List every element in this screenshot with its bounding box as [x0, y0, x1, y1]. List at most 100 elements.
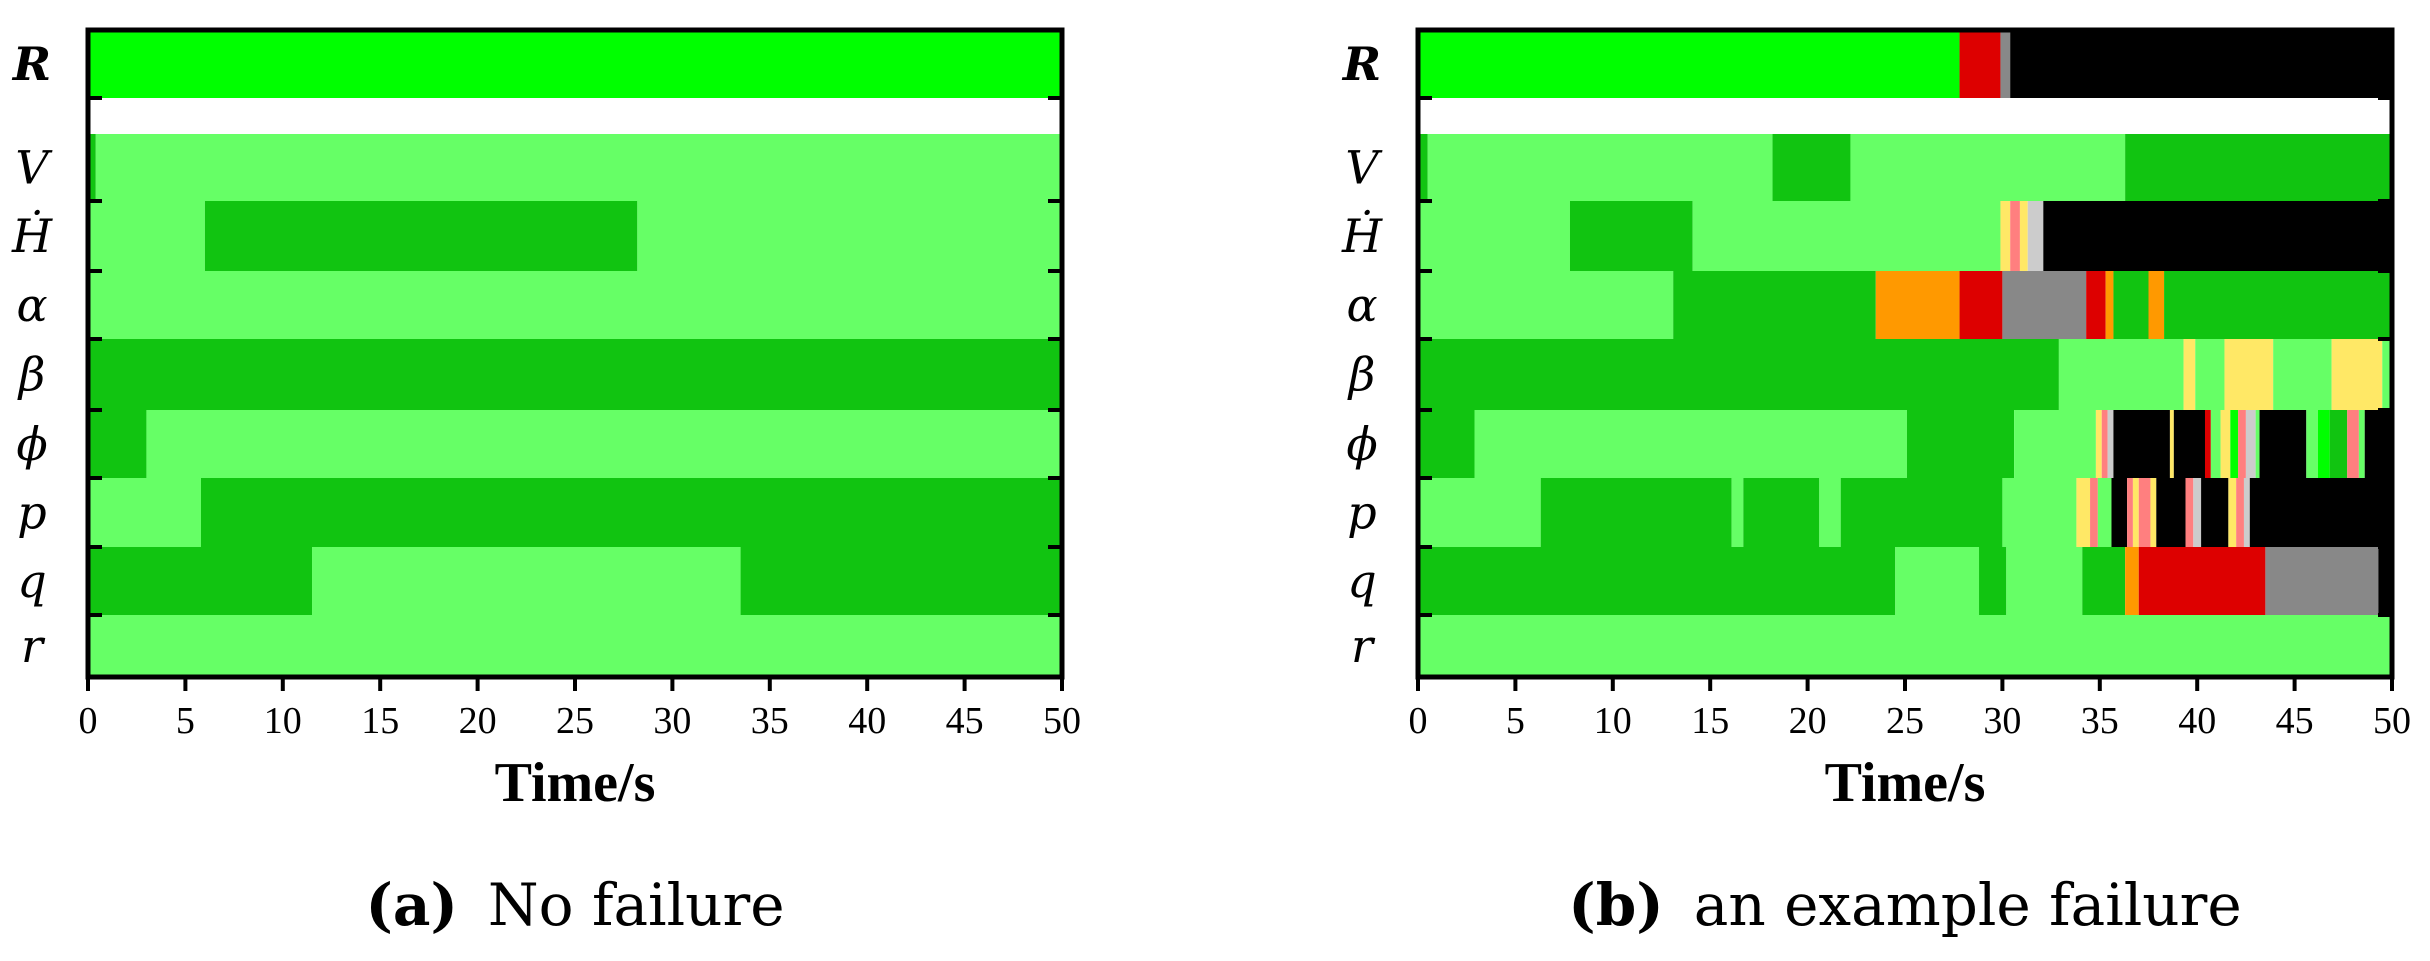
cell-0-7-1	[200, 478, 1062, 547]
cell-1-1-0	[1418, 98, 2392, 134]
cell-1-5-3	[2195, 339, 2225, 410]
x-tick-label: 50	[1043, 700, 1081, 742]
cell-1-5-7	[2382, 339, 2392, 410]
cell-0-7-0	[88, 478, 201, 547]
x-tick-label: 5	[176, 700, 195, 742]
x-tick-label: 10	[1594, 700, 1632, 742]
cell-1-8-4	[2082, 547, 2126, 615]
caption-text: No failure	[488, 871, 785, 939]
cell-1-2-0	[1418, 134, 1428, 201]
y-label: Ḣ	[1341, 208, 1383, 263]
cell-1-5-5	[2273, 339, 2332, 410]
cell-1-8-0	[1418, 547, 1896, 615]
x-tick-label: 25	[556, 700, 594, 742]
cell-1-3-7	[2043, 201, 2392, 271]
cell-1-7-22	[2249, 478, 2392, 547]
caption: (b) an example failure	[1568, 871, 2241, 939]
cell-1-6-9	[2173, 410, 2205, 478]
cell-0-1-0	[88, 98, 1062, 134]
caption: (a) No failure	[365, 871, 784, 939]
x-tick-label: 5	[1506, 700, 1525, 742]
y-label: α	[16, 278, 47, 332]
cell-1-3-0	[1418, 201, 1570, 271]
cell-1-4-5	[2086, 271, 2106, 339]
cell-1-6-19	[2317, 410, 2330, 478]
cell-1-6-13	[2230, 410, 2239, 478]
y-label: q	[1347, 554, 1376, 608]
y-label: p	[1347, 486, 1376, 540]
cell-1-0-0	[1418, 30, 1960, 98]
x-tick-label: 25	[1886, 700, 1924, 742]
cell-1-6-6	[2107, 410, 2114, 478]
x-axis-label: Time/s	[1825, 752, 1986, 814]
cell-1-3-2	[1692, 201, 2001, 271]
cell-0-9-0	[88, 615, 1062, 677]
cell-0-4-0	[88, 271, 1062, 339]
cell-1-4-7	[2113, 271, 2149, 339]
x-tick-label: 40	[2178, 700, 2216, 742]
cell-1-7-7	[2076, 478, 2091, 547]
cell-1-0-1	[1959, 30, 2001, 98]
cell-1-6-15	[2245, 410, 2256, 478]
cell-1-2-2	[1772, 134, 1851, 201]
cell-1-6-12	[2220, 410, 2231, 478]
y-label: ϕ	[16, 417, 47, 471]
y-label: α	[1346, 278, 1377, 332]
cell-0-8-2	[740, 547, 1062, 615]
y-label: r	[1351, 619, 1376, 673]
x-tick-label: 0	[79, 700, 98, 742]
cell-1-6-18	[2306, 410, 2318, 478]
cell-1-2-3	[1850, 134, 2126, 201]
cell-1-7-12	[2132, 478, 2139, 547]
cell-1-7-3	[1743, 478, 1820, 547]
cell-1-7-8	[2090, 478, 2098, 547]
cell-1-7-5	[1840, 478, 2003, 547]
y-label: Ḣ	[11, 208, 53, 263]
cell-1-4-2	[1875, 271, 1960, 339]
cell-1-7-16	[2185, 478, 2194, 547]
cell-1-6-22	[2358, 410, 2365, 478]
cell-1-6-11	[2210, 410, 2221, 478]
cell-1-3-3	[2000, 201, 2011, 271]
x-tick-label: 15	[361, 700, 399, 742]
cell-0-3-1	[204, 201, 638, 271]
y-label: R	[1341, 37, 1381, 91]
cell-1-6-4	[2095, 410, 2102, 478]
cell-1-4-4	[2002, 271, 2087, 339]
cell-1-4-3	[1959, 271, 2003, 339]
cell-1-7-15	[2156, 478, 2186, 547]
cell-1-7-11	[2127, 478, 2133, 547]
cell-1-4-0	[1418, 271, 1674, 339]
cell-1-7-20	[2236, 478, 2244, 547]
cell-1-6-21	[2347, 410, 2359, 478]
cell-1-7-21	[2243, 478, 2250, 547]
cell-1-3-6	[2027, 201, 2044, 271]
cell-1-7-0	[1418, 478, 1541, 547]
cell-1-6-16	[2255, 410, 2260, 478]
cell-0-0-0	[88, 30, 1062, 98]
cell-1-8-1	[1895, 547, 1980, 615]
cell-1-4-9	[2164, 271, 2392, 339]
cell-1-6-20	[2329, 410, 2348, 478]
cell-1-9-0	[1418, 615, 2392, 677]
cell-1-6-17	[2259, 410, 2307, 478]
cell-1-5-4	[2224, 339, 2274, 410]
cell-1-2-1	[1427, 134, 1773, 201]
cell-1-8-6	[2138, 547, 2266, 615]
cell-0-6-1	[146, 410, 1062, 478]
x-tick-label: 20	[459, 700, 497, 742]
cell-1-7-9	[2097, 478, 2112, 547]
x-tick-label: 30	[1983, 700, 2021, 742]
cell-1-7-4	[1819, 478, 1841, 547]
cell-1-0-2	[2000, 30, 2011, 98]
x-tick-label: 10	[264, 700, 302, 742]
y-label: V	[1345, 141, 1383, 195]
cell-1-6-0	[1418, 410, 1475, 478]
cell-1-6-7	[2113, 410, 2170, 478]
cell-1-7-1	[1540, 478, 1732, 547]
cell-1-3-4	[2010, 201, 2020, 271]
cell-1-8-8	[2378, 547, 2392, 615]
